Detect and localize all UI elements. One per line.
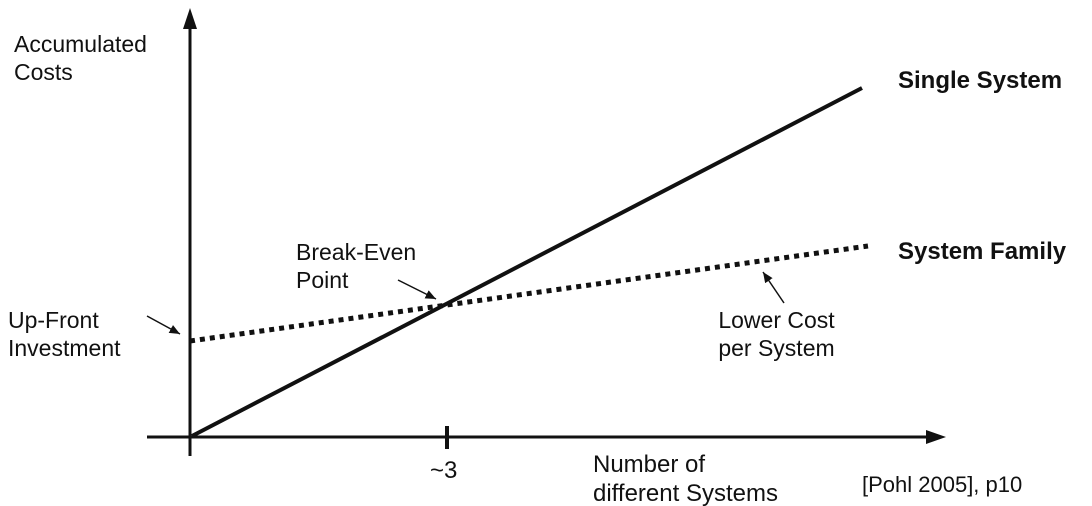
break-even-arrow-icon bbox=[397, 279, 437, 300]
break-even-label: Break-Even Point bbox=[296, 239, 417, 294]
x-axis-arrowhead-icon bbox=[926, 430, 946, 444]
single-system-line bbox=[191, 86, 863, 438]
citation: [Pohl 2005], p10 bbox=[862, 472, 1023, 497]
up-front-investment-label: Up-Front Investment bbox=[8, 307, 121, 362]
break-even-tick-label: ~3 bbox=[430, 457, 458, 484]
system-family-line bbox=[189, 243, 869, 344]
up-front-arrow-icon bbox=[146, 315, 181, 335]
y-axis-arrowhead-icon bbox=[183, 8, 197, 29]
lower-cost-arrow-icon bbox=[762, 271, 785, 304]
lower-cost-label: Lower Cost per System bbox=[718, 307, 835, 362]
y-axis-label: Accumulated Costs bbox=[14, 31, 147, 86]
system-family-label: System Family bbox=[898, 238, 1067, 265]
single-system-label: Single System bbox=[898, 67, 1063, 94]
x-axis-label: Number of different Systems bbox=[593, 451, 778, 506]
